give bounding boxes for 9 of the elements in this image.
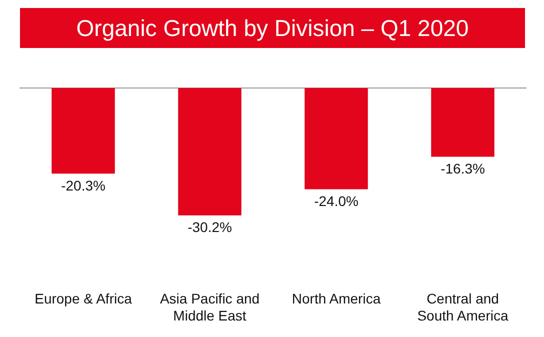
x-tick-label: Asia Pacific and Middle East (160, 290, 260, 324)
chart-title: Organic Growth by Division – Q1 2020 (20, 8, 525, 48)
data-label: -24.0% (314, 193, 358, 210)
data-label: -30.2% (188, 219, 232, 236)
data-label: -20.3% (61, 177, 106, 194)
x-tick-label: North America (292, 290, 381, 307)
x-tick-label: Central and South America (417, 290, 508, 324)
x-tick-label: Europe & Africa (34, 290, 132, 307)
data-label: -16.3% (440, 160, 485, 177)
